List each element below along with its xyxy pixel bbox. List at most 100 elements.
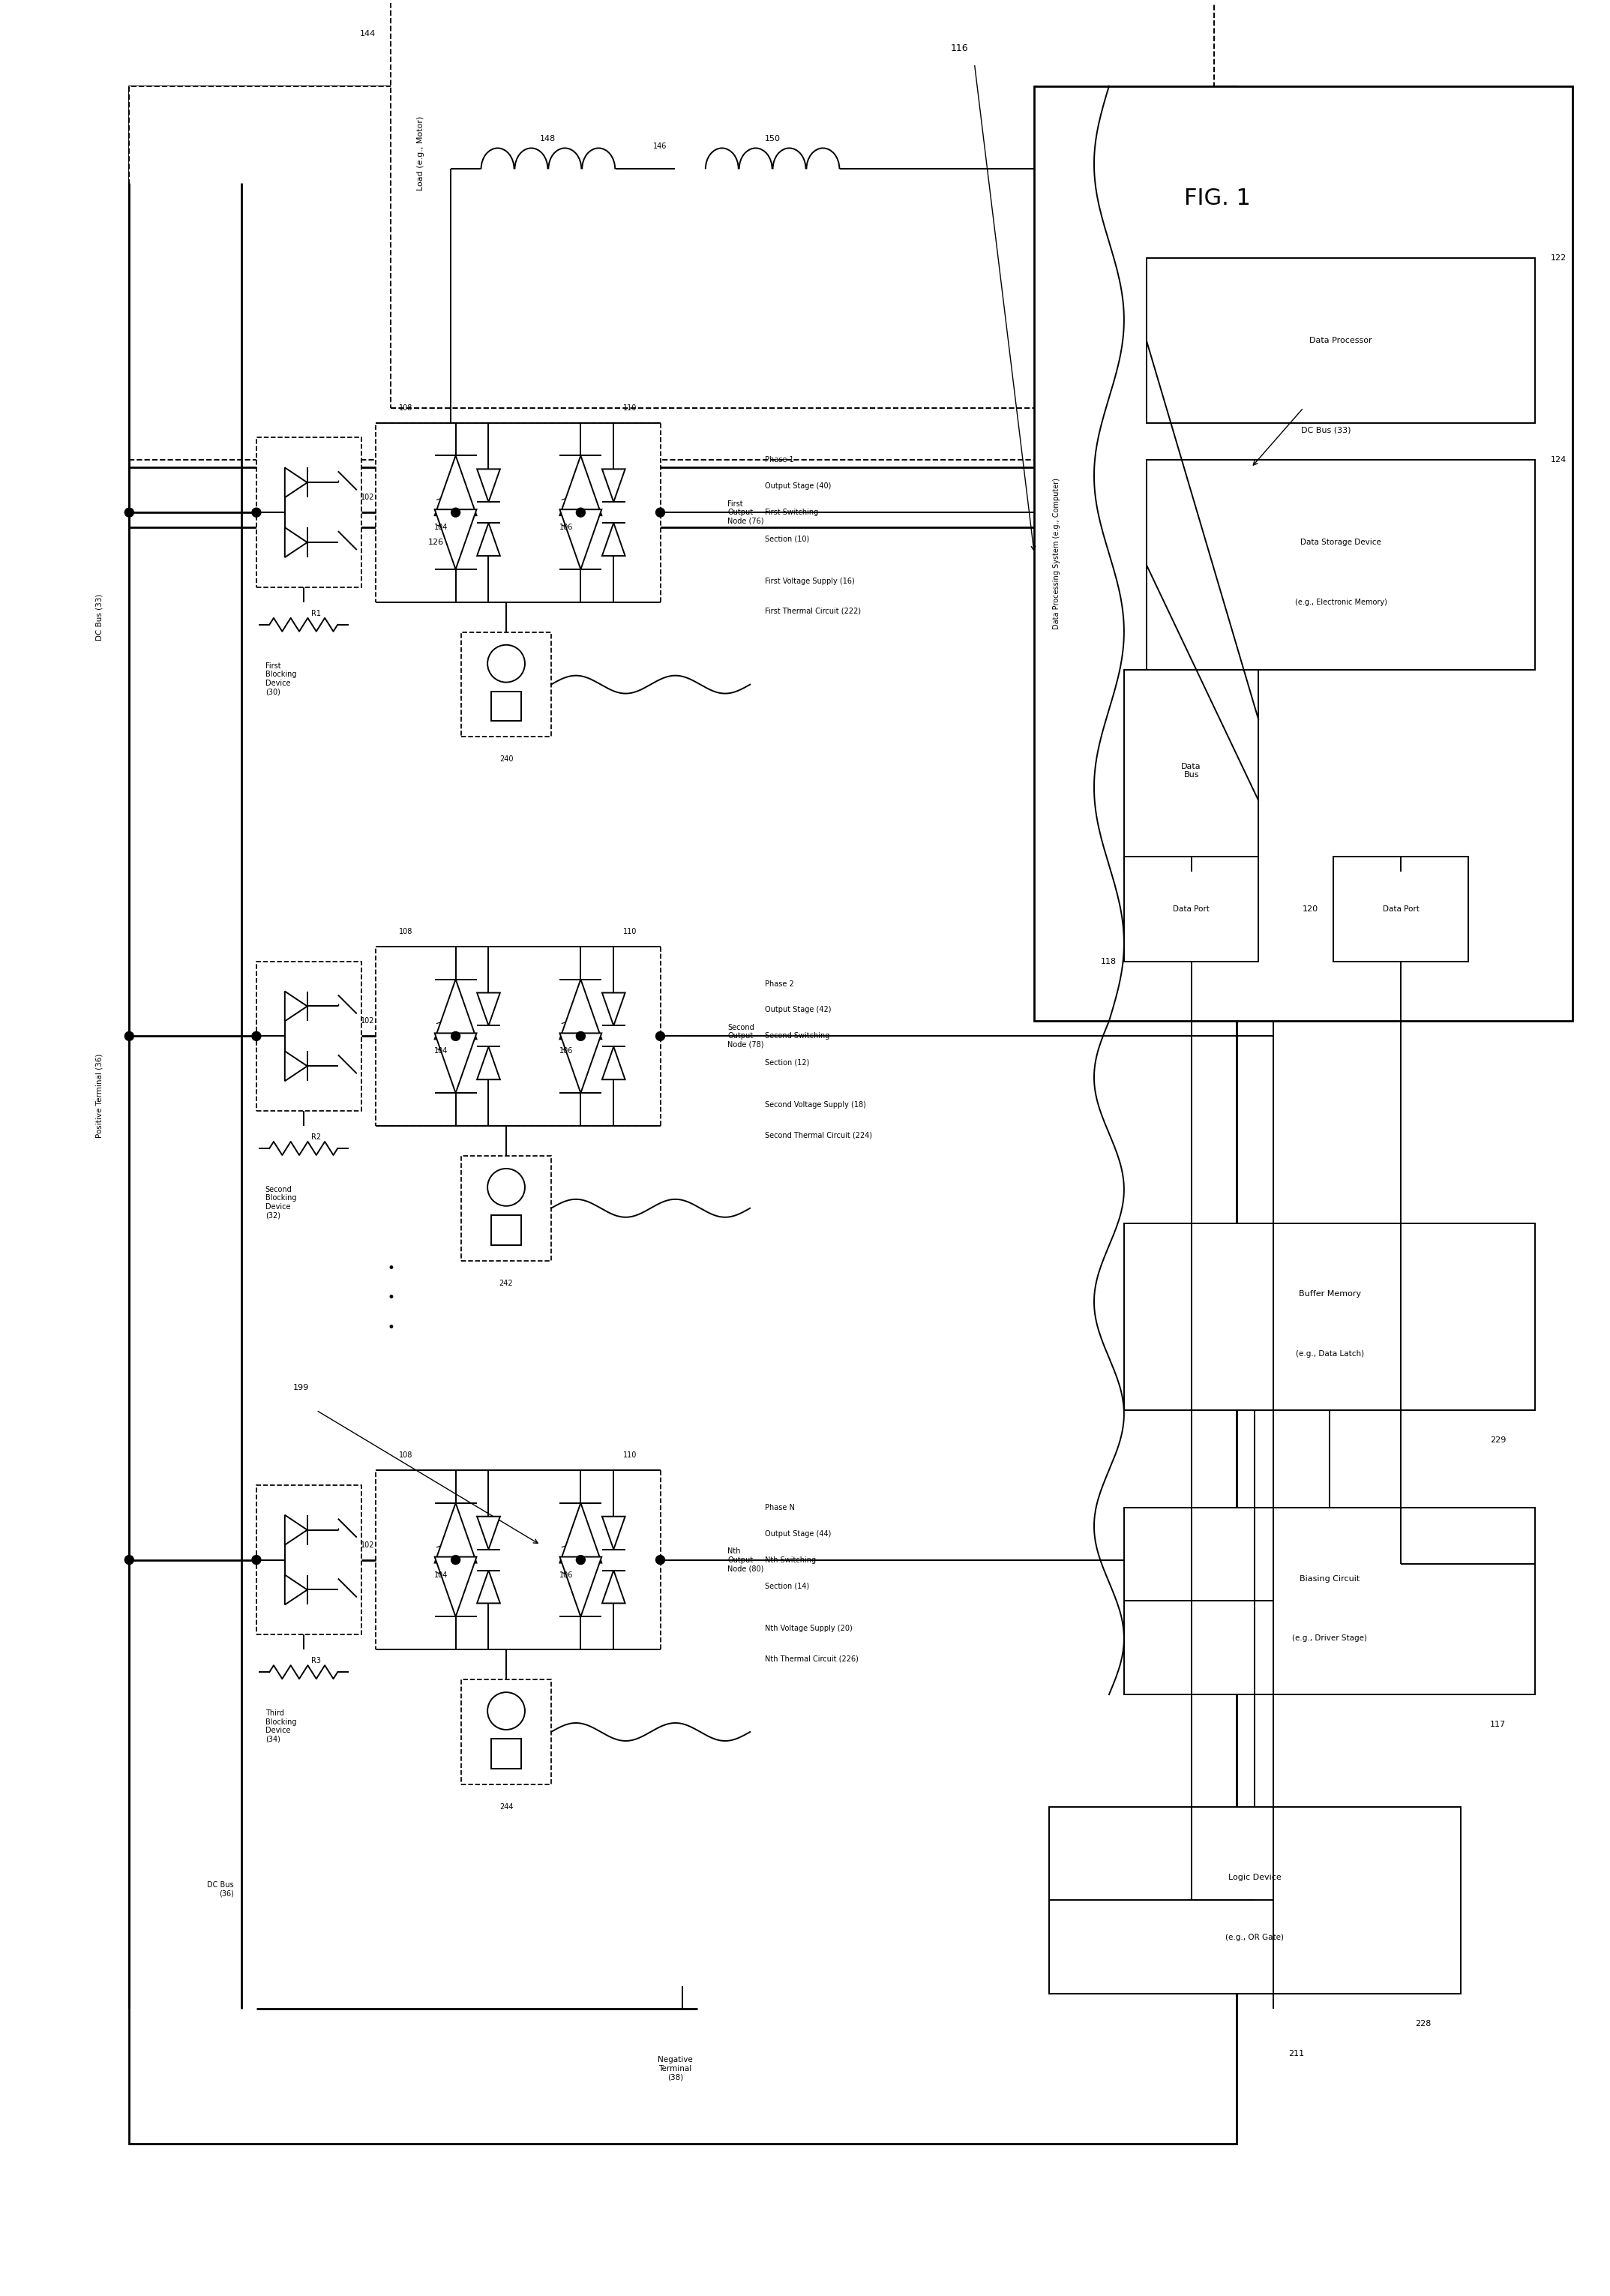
Polygon shape bbox=[285, 1515, 308, 1545]
Text: Output Stage (40): Output Stage (40) bbox=[765, 482, 831, 489]
Text: 242: 242 bbox=[499, 1279, 514, 1286]
Polygon shape bbox=[602, 992, 625, 1026]
Circle shape bbox=[655, 507, 665, 517]
Bar bbox=[491, 1738, 522, 1768]
Text: Section (14): Section (14) bbox=[765, 1582, 810, 1589]
Text: 106: 106 bbox=[559, 1570, 573, 1580]
Circle shape bbox=[124, 1031, 134, 1040]
Text: 102: 102 bbox=[361, 1017, 375, 1024]
Text: First
Output
Node (76): First Output Node (76) bbox=[728, 501, 765, 526]
Polygon shape bbox=[560, 1557, 602, 1616]
Bar bbox=[129, 85, 1236, 2144]
Text: 228: 228 bbox=[1415, 2020, 1431, 2027]
Bar bbox=[1124, 1508, 1536, 1694]
Text: 110: 110 bbox=[623, 1451, 638, 1458]
Text: Data Port: Data Port bbox=[1174, 905, 1209, 914]
Text: 118: 118 bbox=[1101, 957, 1116, 964]
Bar bbox=[462, 1155, 551, 1261]
Polygon shape bbox=[602, 1515, 625, 1550]
Text: 124: 124 bbox=[1550, 457, 1567, 464]
Text: First Switching: First Switching bbox=[765, 510, 818, 517]
Text: Phase 1: Phase 1 bbox=[765, 457, 794, 464]
Polygon shape bbox=[602, 1047, 625, 1079]
Text: Second Switching: Second Switching bbox=[765, 1033, 829, 1040]
Circle shape bbox=[576, 1031, 584, 1040]
Text: 244: 244 bbox=[499, 1802, 514, 1812]
Polygon shape bbox=[435, 455, 477, 514]
Polygon shape bbox=[477, 1570, 501, 1603]
Bar bbox=[1034, 85, 1573, 1022]
Text: Phase 2: Phase 2 bbox=[765, 980, 794, 987]
Text: R3: R3 bbox=[311, 1658, 320, 1665]
Bar bbox=[377, 1469, 660, 1649]
Text: 104: 104 bbox=[435, 1570, 448, 1580]
Bar bbox=[1333, 856, 1468, 962]
Text: Negative
Terminal
(38): Negative Terminal (38) bbox=[658, 2057, 692, 2080]
Text: Data Port: Data Port bbox=[1383, 905, 1418, 914]
Text: 229: 229 bbox=[1489, 1437, 1505, 1444]
Bar bbox=[129, 85, 1236, 459]
Text: First
Blocking
Device
(30): First Blocking Device (30) bbox=[266, 661, 296, 696]
Bar bbox=[391, 0, 1214, 409]
Text: 104: 104 bbox=[435, 1047, 448, 1054]
Text: 148: 148 bbox=[539, 135, 555, 142]
Polygon shape bbox=[560, 1033, 602, 1093]
Polygon shape bbox=[435, 1033, 477, 1093]
Circle shape bbox=[451, 507, 460, 517]
Bar bbox=[377, 946, 660, 1125]
Text: Load (e.g., Motor): Load (e.g., Motor) bbox=[417, 117, 425, 191]
Circle shape bbox=[451, 1031, 460, 1040]
Text: Phase N: Phase N bbox=[765, 1504, 795, 1511]
Text: (e.g., OR Gate): (e.g., OR Gate) bbox=[1225, 1933, 1285, 1942]
Circle shape bbox=[124, 507, 134, 517]
Circle shape bbox=[251, 1031, 261, 1040]
Bar bbox=[491, 691, 522, 721]
Text: Output Stage (44): Output Stage (44) bbox=[765, 1529, 831, 1538]
Text: (e.g., Electronic Memory): (e.g., Electronic Memory) bbox=[1294, 599, 1386, 606]
Bar bbox=[491, 1215, 522, 1244]
Text: 122: 122 bbox=[1550, 255, 1567, 262]
Text: R2: R2 bbox=[311, 1134, 320, 1141]
Text: Second Voltage Supply (18): Second Voltage Supply (18) bbox=[765, 1102, 866, 1109]
Text: 126: 126 bbox=[428, 540, 444, 546]
Text: Buffer Memory: Buffer Memory bbox=[1299, 1290, 1360, 1297]
Text: DC Bus (33): DC Bus (33) bbox=[1301, 427, 1351, 434]
Text: •: • bbox=[388, 1261, 394, 1274]
Polygon shape bbox=[285, 528, 308, 558]
Text: 104: 104 bbox=[435, 523, 448, 530]
Bar bbox=[256, 1486, 361, 1635]
Text: DC Bus
(36): DC Bus (36) bbox=[208, 1880, 233, 1896]
Polygon shape bbox=[435, 1504, 477, 1564]
Bar bbox=[1124, 1224, 1536, 1410]
Polygon shape bbox=[602, 1570, 625, 1603]
Text: Data Processing System (e.g., Computer): Data Processing System (e.g., Computer) bbox=[1053, 478, 1061, 629]
Polygon shape bbox=[560, 510, 602, 569]
Circle shape bbox=[488, 1692, 525, 1729]
Polygon shape bbox=[435, 980, 477, 1040]
Polygon shape bbox=[602, 523, 625, 556]
Polygon shape bbox=[285, 1575, 308, 1605]
Text: 144: 144 bbox=[361, 30, 377, 37]
Text: Section (12): Section (12) bbox=[765, 1058, 810, 1065]
Text: 106: 106 bbox=[559, 523, 573, 530]
Bar bbox=[256, 962, 361, 1111]
Circle shape bbox=[655, 1031, 665, 1040]
Polygon shape bbox=[477, 992, 501, 1026]
Text: FIG. 1: FIG. 1 bbox=[1183, 188, 1251, 209]
Text: Nth Voltage Supply (20): Nth Voltage Supply (20) bbox=[765, 1626, 853, 1632]
Text: 108: 108 bbox=[399, 1451, 412, 1458]
Bar bbox=[462, 631, 551, 737]
Text: 108: 108 bbox=[399, 928, 412, 934]
Bar bbox=[1146, 459, 1536, 670]
Polygon shape bbox=[560, 980, 602, 1040]
Text: Nth
Output
Node (80): Nth Output Node (80) bbox=[728, 1548, 763, 1573]
Bar bbox=[1124, 856, 1259, 962]
Text: 240: 240 bbox=[499, 755, 514, 762]
Text: (e.g., Data Latch): (e.g., Data Latch) bbox=[1296, 1350, 1364, 1357]
Polygon shape bbox=[435, 1557, 477, 1616]
Bar bbox=[1146, 257, 1536, 422]
Text: Biasing Circuit: Biasing Circuit bbox=[1299, 1575, 1360, 1582]
Text: R1: R1 bbox=[311, 611, 320, 618]
Text: Data Processor: Data Processor bbox=[1309, 338, 1372, 344]
Text: 146: 146 bbox=[654, 142, 667, 149]
